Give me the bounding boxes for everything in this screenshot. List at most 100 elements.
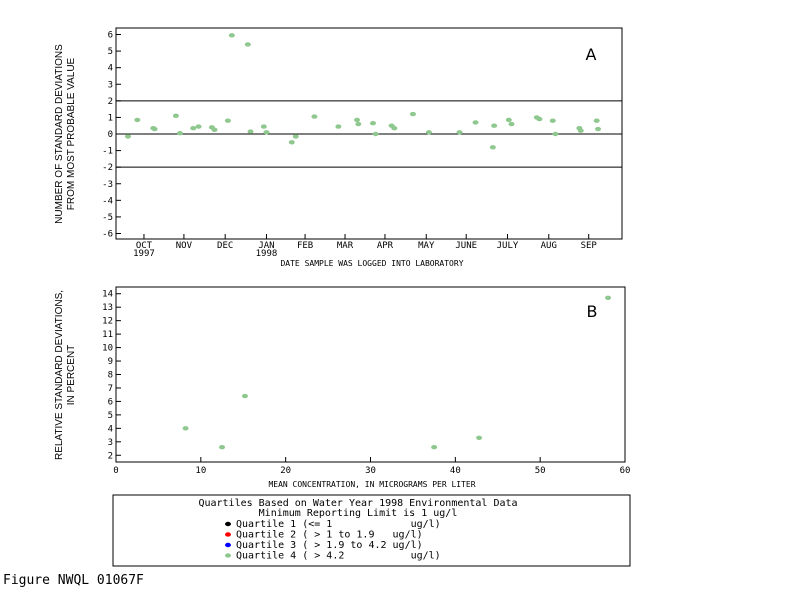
legend-item-label: Quartile 4 ( > 4.2 ug/l): [236, 551, 441, 562]
panel-a-point: [228, 33, 235, 38]
panel-b-y-axis: 2 3 4 5 6 7 8 9 10 11 12 13 14: [102, 290, 121, 461]
panel-a-point: [549, 118, 556, 123]
panel-a-x-tick-label: FEB: [297, 241, 313, 251]
panel-b-y-tick-label: 2: [108, 451, 113, 461]
panel-a-x-year-label: 1997: [133, 249, 155, 259]
panel-a-point: [491, 123, 498, 128]
panel-b-x-tick-label: 60: [620, 466, 631, 476]
panel-b-x-tick-label: 30: [365, 466, 376, 476]
panel-a-point: [552, 131, 559, 137]
legend-marker: [225, 542, 231, 548]
panel-a-x-tick-label: JULY: [497, 241, 519, 251]
panel-a-point: [577, 128, 584, 133]
legend-items: Quartile 1 (<= 1 ug/l)Quartile 2 ( > 1 t…: [225, 519, 441, 562]
panel-a-point: [311, 114, 318, 119]
panel-b-y-tick-label: 12: [102, 317, 113, 327]
legend-marker: [225, 532, 231, 537]
panel-a-y-tick-label: 0: [108, 130, 113, 140]
panel-a-x-tick-label: APR: [377, 241, 394, 251]
panel-a-points: [124, 33, 602, 150]
panel-a-point: [372, 131, 379, 137]
panel-a-point: [190, 125, 197, 131]
panel-b-y-tick-label: 9: [108, 357, 113, 367]
panel-b-x-tick-label: 10: [195, 466, 206, 476]
panel-b-x-axis: 0 10 20 30 40 50 60: [113, 457, 630, 476]
panel-b-chart: 2 3 4 5 6 7 8 9 10 11 12 13 14 0 10 20 30 40 50 60 B MEAN …: [54, 286, 630, 489]
legend-title-line1: Quartiles Based on Water Year 1998 Envir…: [198, 498, 517, 509]
panel-a-point: [456, 130, 463, 135]
panel-b-point: [476, 435, 483, 440]
panel-a-x-axis-title: DATE SAMPLE WAS LOGGED INTO LABORATORY: [280, 259, 463, 268]
panel-a-y-tick-label: -5: [102, 213, 113, 223]
panel-a-y-tick-label: -1: [102, 147, 113, 157]
panel-b-y-tick-label: 8: [108, 371, 113, 381]
panel-b-label: B: [587, 302, 598, 321]
panel-a-y-tick-label: 5: [108, 47, 113, 57]
panel-b-frame: [115, 286, 626, 463]
panel-a-point: [124, 134, 131, 139]
panel-b-y-tick-label: 13: [102, 303, 113, 313]
panel-a-y-tick-label: 1: [108, 113, 113, 123]
panel-a-point: [151, 126, 158, 132]
panel-a-x-tick-label: OCT: [136, 241, 153, 251]
legend-box: [112, 494, 631, 567]
panel-a-point: [355, 121, 362, 127]
panel-a-x-tick-label: JUNE: [455, 241, 477, 251]
panel-a-point: [354, 117, 361, 123]
panel-a-x-tick-label: DEC: [217, 241, 233, 251]
panel-a-point: [176, 130, 183, 136]
figure-caption: Figure NWQL 01067F: [3, 573, 144, 588]
legend-item-label: Quartile 3 ( > 1.9 to 4.2 ug/l): [236, 540, 423, 551]
panel-b-point: [219, 444, 226, 450]
legend-marker: [225, 553, 231, 558]
panel-a-x-tick-label: JAN: [258, 241, 274, 251]
panel-a-x-tick-label: AUG: [541, 241, 557, 251]
panel-a-point: [595, 126, 602, 132]
panel-a-x-year-label: 1998: [256, 249, 278, 259]
panel-a-label: A: [586, 45, 597, 64]
panel-b-x-axis-title: MEAN CONCENTRATION, IN MICROGRAMS PER LI…: [268, 480, 475, 489]
panel-a-point: [172, 113, 179, 118]
panel-b-x-tick-label: 40: [450, 466, 461, 476]
panel-a-y-tick-label: -6: [102, 230, 113, 240]
panel-b-x-tick-label: 50: [535, 466, 546, 476]
panel-b-y-axis-title-line1: RELATIVE STANDARD DEVIATIONS,: [54, 290, 65, 460]
panel-a-y-tick-label: -2: [102, 163, 113, 173]
panel-a-point: [536, 116, 543, 122]
panel-a-y-tick-label: 6: [108, 31, 113, 41]
legend: Quartiles Based on Water Year 1998 Envir…: [112, 494, 631, 567]
panel-a-point: [593, 118, 600, 123]
panel-b-y-axis-title-line2: IN PERCENT: [66, 345, 77, 406]
panel-b-y-tick-label: 14: [102, 290, 113, 300]
panel-a-point: [260, 124, 267, 129]
panel-b-points: [182, 295, 612, 450]
panel-a-point: [224, 118, 231, 123]
panel-a-y-axis: -6 -5 -4 -3 -2 -1 0 1 2 3 4 5 6: [102, 31, 121, 240]
panel-a-y-tick-label: 4: [108, 64, 113, 74]
panel-b-point: [605, 295, 612, 300]
panel-a-point: [247, 129, 254, 134]
panel-a-y-axis-title-line2: FROM MOST PROBABLE VALUE: [66, 57, 77, 210]
panel-b-y-tick-label: 5: [108, 411, 113, 421]
panel-b-x-tick-label: 0: [113, 466, 118, 476]
panel-a-point: [134, 117, 141, 123]
panel-b-y-tick-label: 10: [102, 344, 113, 354]
panel-a-point: [508, 121, 515, 127]
panel-b-y-tick-label: 4: [108, 424, 113, 434]
panel-a-y-axis-title-line1: NUMBER OF STANDARD DEVIATIONS: [54, 44, 65, 224]
panel-b-y-tick-label: 6: [108, 397, 113, 407]
panel-a-point: [335, 124, 342, 129]
legend-item-label: Quartile 2 ( > 1 to 1.9 ug/l): [236, 530, 423, 541]
panel-a-point: [292, 134, 299, 139]
panel-a-x-tick-label: SEP: [581, 241, 598, 251]
panel-a-y-tick-label: -3: [102, 180, 113, 190]
panel-a-point: [409, 111, 416, 117]
panel-a-y-tick-label: 3: [108, 80, 113, 90]
panel-a-point: [425, 130, 432, 135]
legend-title-line2: Minimum Reporting Limit is 1 ug/l: [259, 508, 458, 519]
panel-a-x-tick-label: MAY: [418, 241, 435, 251]
panel-b-point: [431, 444, 438, 450]
